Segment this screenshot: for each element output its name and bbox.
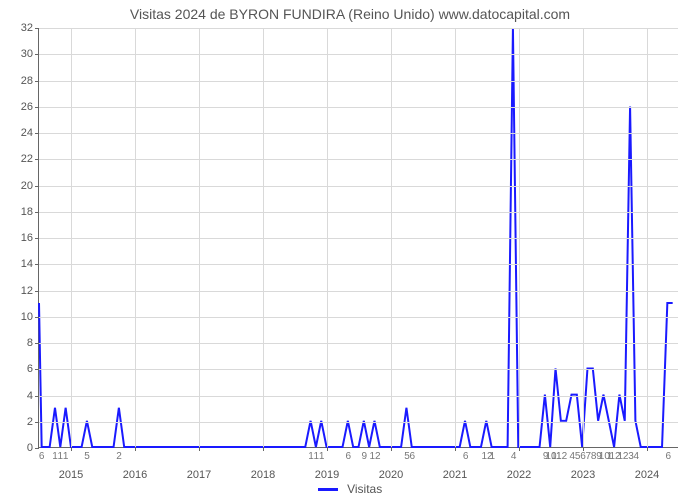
y-tick-label: 32 <box>21 22 33 34</box>
y-tick-label: 22 <box>21 153 33 165</box>
y-tick-label: 26 <box>21 101 33 113</box>
x-major-label: 2016 <box>123 469 147 481</box>
y-tick-label: 30 <box>21 48 33 60</box>
x-major-label: 2015 <box>59 469 83 481</box>
legend-label: Visitas <box>347 482 382 496</box>
x-major-label: 2020 <box>379 469 403 481</box>
x-minor-label: 6 <box>39 451 45 462</box>
x-minor-label: 5 <box>84 451 90 462</box>
x-minor-label: 6 <box>666 451 672 462</box>
chart-legend: Visitas <box>0 482 700 496</box>
x-major-label: 2019 <box>315 469 339 481</box>
x-major-label: 2024 <box>635 469 659 481</box>
y-tick-label: 18 <box>21 206 33 218</box>
y-tick-label: 14 <box>21 258 33 270</box>
y-tick-label: 28 <box>21 75 33 87</box>
x-minor-label: 12 <box>556 451 567 462</box>
x-minor-label: 9 <box>362 451 368 462</box>
x-minor-label: 4 <box>511 451 517 462</box>
y-tick-label: 10 <box>21 311 33 323</box>
y-tick-label: 20 <box>21 180 33 192</box>
y-tick-label: 0 <box>27 442 33 454</box>
x-minor-label: 2 <box>116 451 122 462</box>
chart-container: Visitas 2024 de BYRON FUNDIRA (Reino Uni… <box>0 0 700 500</box>
x-minor-label: 1 <box>63 451 69 462</box>
x-major-label: 2023 <box>571 469 595 481</box>
y-tick-label: 8 <box>27 337 33 349</box>
y-tick-label: 2 <box>27 416 33 428</box>
x-major-label: 2017 <box>187 469 211 481</box>
y-tick-label: 24 <box>21 127 33 139</box>
x-major-label: 2022 <box>507 469 531 481</box>
chart-title: Visitas 2024 de BYRON FUNDIRA (Reino Uni… <box>0 6 700 22</box>
x-minor-label: 12 <box>369 451 380 462</box>
y-tick-label: 12 <box>21 285 33 297</box>
x-minor-label: 1 <box>319 451 325 462</box>
x-minor-label: 1 <box>490 451 496 462</box>
y-tick-label: 16 <box>21 232 33 244</box>
y-tick-label: 4 <box>27 390 33 402</box>
x-minor-label: 6 <box>346 451 352 462</box>
x-minor-label: 6 <box>463 451 469 462</box>
legend-swatch <box>318 488 338 491</box>
y-tick-label: 6 <box>27 363 33 375</box>
x-major-label: 2021 <box>443 469 467 481</box>
x-minor-label: 4 <box>634 451 640 462</box>
x-major-label: 2018 <box>251 469 275 481</box>
chart-plot-area: 0246810121416182022242628303220152016201… <box>38 28 678 448</box>
x-minor-label: 6 <box>410 451 416 462</box>
